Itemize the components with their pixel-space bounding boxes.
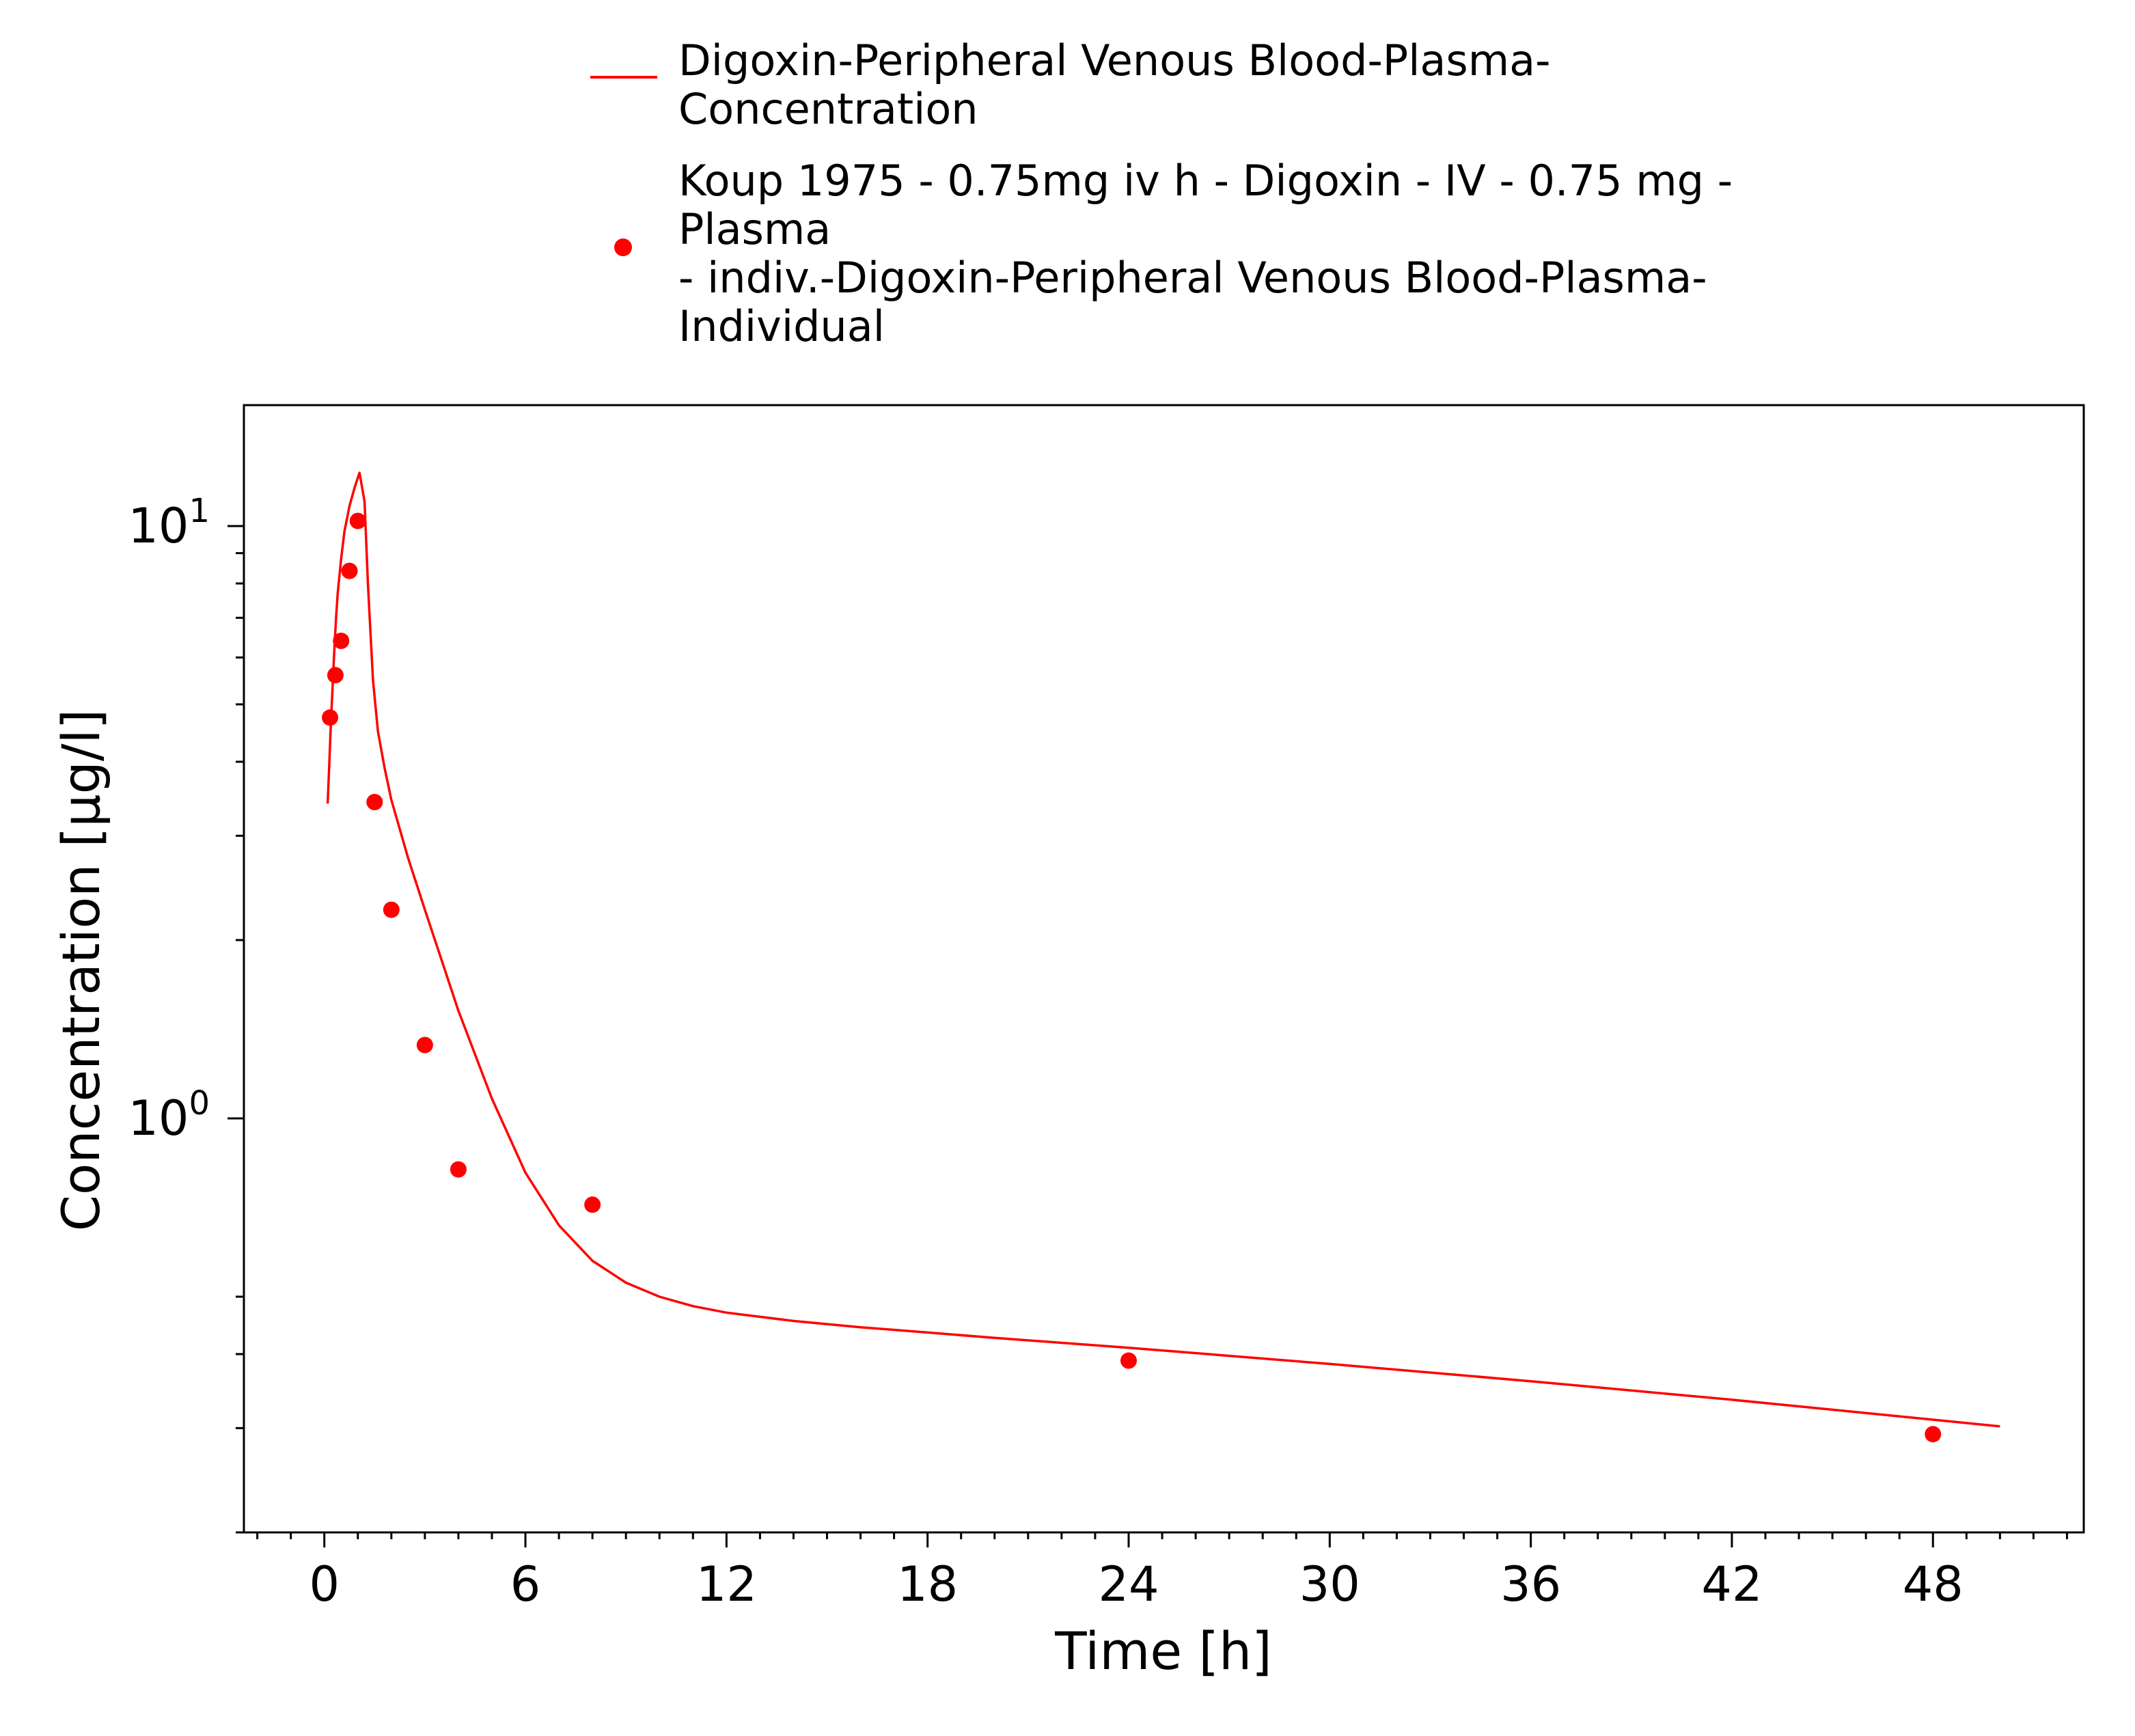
- x-tick-label: 48: [1903, 1556, 1964, 1612]
- x-axis: 0 6 12 18 24 30 36 42 48: [256, 1532, 2068, 1612]
- observed-data-point: [1925, 1426, 1942, 1443]
- plot-frame: [243, 404, 2085, 1534]
- x-tick-label: 12: [696, 1556, 757, 1612]
- x-tick-label: 36: [1500, 1556, 1561, 1612]
- observed-data-point: [333, 633, 350, 650]
- observed-data-point: [327, 667, 344, 684]
- x-tick-label: 6: [510, 1556, 541, 1612]
- x-tick-label: 18: [897, 1556, 958, 1612]
- observed-data-point: [1120, 1352, 1137, 1369]
- observed-data-point: [383, 901, 400, 918]
- legend-series-2-label-line-1: Koup 1975 - 0.75mg iv h - Digoxin - IV -…: [678, 156, 1733, 206]
- x-tick-label: 24: [1098, 1556, 1159, 1612]
- observed-data-point: [349, 512, 366, 529]
- y-axis-title: Concentration [µg/l]: [51, 709, 111, 1231]
- legend-series-1-label-line-2: Concentration: [678, 84, 978, 134]
- legend-series-1-label-line-1: Digoxin-Peripheral Venous Blood-Plasma-: [678, 36, 1550, 85]
- observed-data-point: [322, 709, 339, 726]
- x-tick-label: 30: [1299, 1556, 1360, 1612]
- x-tick-label: 42: [1701, 1556, 1762, 1612]
- x-axis-title: Time [h]: [1054, 1621, 1272, 1681]
- legend-marker-swatch: [614, 238, 632, 256]
- series-layer: [322, 471, 2000, 1443]
- legend-series-2-label-line-4: Individual: [678, 301, 885, 351]
- legend: Digoxin-Peripheral Venous Blood-Plasma- …: [590, 36, 1733, 351]
- legend-series-2-label-line-3: - indiv.-Digoxin-Peripheral Venous Blood…: [678, 253, 1707, 303]
- observed-data-point: [416, 1036, 433, 1053]
- observed-data-point: [584, 1196, 601, 1213]
- simulation-line: [326, 471, 2000, 1428]
- legend-series-2-label-line-2: Plasma: [678, 204, 831, 254]
- x-tick-label: 0: [309, 1556, 340, 1612]
- observed-data-point: [366, 793, 383, 810]
- observed-data-point: [341, 562, 358, 579]
- observed-data-point: [450, 1161, 467, 1178]
